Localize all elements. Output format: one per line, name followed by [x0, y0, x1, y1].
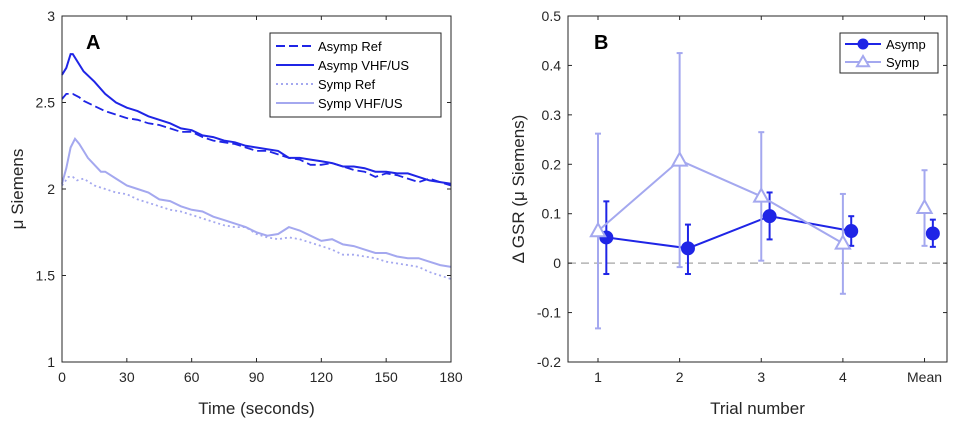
x-tick-label-a: 30 [119, 369, 135, 385]
y-tick-label-a: 3 [47, 8, 55, 24]
legend-label-a: Asymp VHF/US [318, 58, 409, 73]
data-point-symp [917, 200, 931, 213]
panel-a: 0 30 60 90 120 150 180 1 1.5 2 2.5 3 Time (seconds) μ… [8, 8, 463, 418]
y-tick-label-a: 1 [47, 354, 55, 370]
legend-label-a: Asymp Ref [318, 39, 382, 54]
y-tick-label-b: 0.2 [542, 156, 562, 172]
x-tick-label-a: 0 [58, 369, 66, 385]
y-tick-label-b: 0.5 [542, 8, 562, 24]
y-tick-label-b: -0.2 [537, 354, 561, 370]
y-tick-label-a: 2.5 [36, 95, 56, 111]
series-line-symp-vhf-us [62, 139, 451, 267]
series-line-symp [598, 160, 843, 243]
y-tick-label-a: 2 [47, 181, 55, 197]
data-point-asymp [926, 227, 939, 240]
data-point-symp [673, 153, 687, 166]
data-point-symp [754, 189, 768, 202]
legend-marker-asymp [858, 39, 869, 50]
y-tick-label-b: -0.1 [537, 305, 561, 321]
x-axis-label-b: Trial number [710, 399, 805, 418]
legend-label-a: Symp VHF/US [318, 96, 403, 111]
y-tick-label-b: 0 [553, 255, 561, 271]
legend-label-a: Symp Ref [318, 77, 375, 92]
y-axis-label-a: μ Siemens [8, 149, 27, 230]
series-line-symp-ref [62, 177, 451, 279]
data-point-asymp [763, 210, 776, 223]
x-tick-label-b: 3 [757, 369, 765, 385]
x-tick-label-b: 2 [676, 369, 684, 385]
x-tick-label-a: 180 [439, 369, 463, 385]
y-tick-label-b: 0.3 [542, 107, 562, 123]
legend-label-b: Symp [886, 55, 919, 70]
data-point-asymp [681, 242, 694, 255]
legend-label-b: Asymp [886, 37, 926, 52]
x-tick-label-a: 90 [249, 369, 265, 385]
panel-label-a: A [86, 32, 100, 54]
x-tick-label-b: 4 [839, 369, 847, 385]
y-tick-label-b: 0.4 [542, 57, 562, 73]
x-tick-label-a: 120 [310, 369, 334, 385]
y-tick-label-b: 0.1 [542, 206, 562, 222]
series-line-asymp [606, 216, 851, 248]
x-tick-label-b: Mean [907, 369, 942, 385]
y-axis-label-b: Δ GSR (μ Siemens) [509, 115, 528, 264]
x-tick-label-a: 60 [184, 369, 200, 385]
y-tick-label-a: 1.5 [36, 268, 56, 284]
panel-b: 1 2 3 4 Mean -0.2 -0.1 0 0.1 0.2 0.3 0.4 0.5 Trial nu… [509, 8, 947, 418]
x-tick-label-b: 1 [594, 369, 602, 385]
x-tick-label-a: 150 [374, 369, 398, 385]
x-axis-label-a: Time (seconds) [198, 399, 315, 418]
data-point-asymp [845, 225, 858, 238]
panel-label-b: B [594, 32, 608, 54]
data-point-symp [836, 236, 850, 249]
